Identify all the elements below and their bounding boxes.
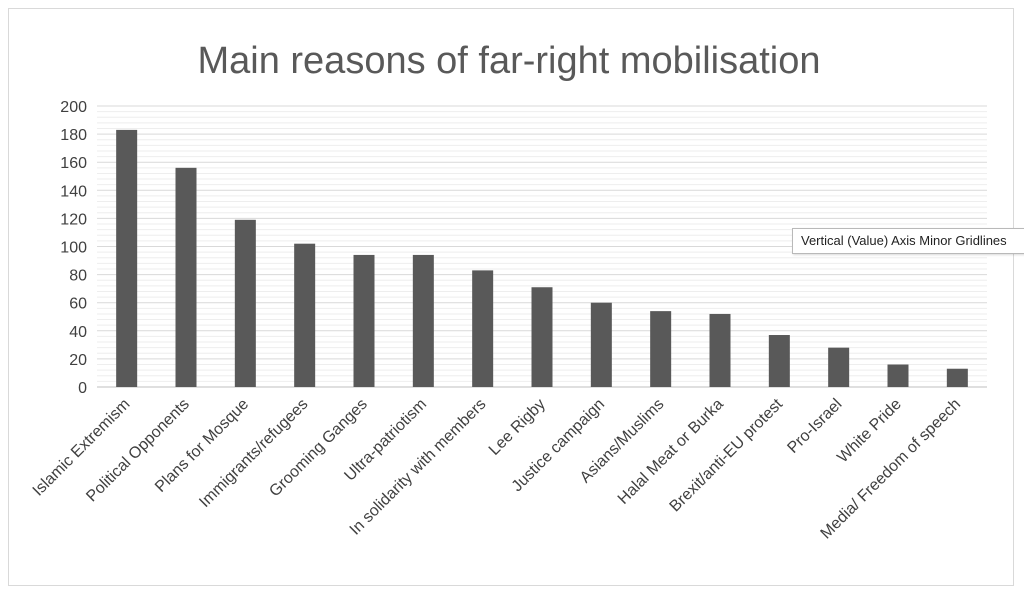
bar[interactable] (590, 302, 612, 387)
y-tick-label: 180 (60, 127, 87, 144)
bar-chart[interactable]: 0 20 40 60 80 100 120 140 160 180 200 Islamic Extr… (9, 9, 1015, 587)
bar[interactable] (175, 167, 197, 387)
x-tick-label: Immigrants/refugees (196, 396, 311, 511)
y-tick-label: 100 (60, 240, 87, 257)
y-tick-label: 160 (60, 155, 87, 172)
x-tick-label: Lee Rigby (486, 396, 549, 459)
x-tick-label: Islamic Extremism (30, 396, 134, 500)
x-tick-label: Brexit/anti-EU protest (667, 395, 787, 515)
bar[interactable] (412, 254, 434, 387)
chart-title[interactable]: Main reasons of far-right mobilisation (197, 40, 820, 82)
gridlines-tooltip: Vertical (Value) Axis Minor Gridlines (792, 228, 1024, 254)
bar[interactable] (294, 243, 316, 387)
bar[interactable] (768, 335, 790, 387)
bar[interactable] (709, 313, 731, 387)
x-tick-label: Halal Meat or Burka (615, 396, 727, 508)
y-tick-label: 0 (78, 380, 87, 397)
bar[interactable] (946, 368, 968, 387)
y-tick-label: 140 (60, 183, 87, 200)
chart-area[interactable]: 0 20 40 60 80 100 120 140 160 180 200 Islamic Extr… (8, 8, 1014, 586)
bar[interactable] (531, 287, 553, 387)
y-tick-label: 80 (69, 268, 87, 285)
bar[interactable] (828, 347, 850, 387)
bar[interactable] (650, 311, 672, 387)
x-tick-label: Grooming Ganges (266, 396, 370, 500)
y-tick-label: 120 (60, 211, 87, 228)
y-tick-label: 60 (69, 296, 87, 313)
bar[interactable] (116, 129, 138, 387)
bar[interactable] (353, 254, 375, 387)
bar-series[interactable] (116, 129, 968, 387)
y-tick-label: 200 (60, 99, 87, 116)
x-tick-label: Political Opponents (83, 396, 193, 506)
bar[interactable] (234, 219, 256, 387)
bar[interactable] (472, 270, 494, 387)
y-tick-label: 20 (69, 352, 87, 369)
y-axis-tick-labels[interactable]: 0 20 40 60 80 100 120 140 160 180 200 (60, 99, 87, 397)
x-tick-label: Pro-Israel (784, 396, 845, 457)
bar[interactable] (887, 364, 909, 387)
y-tick-label: 40 (69, 324, 87, 341)
